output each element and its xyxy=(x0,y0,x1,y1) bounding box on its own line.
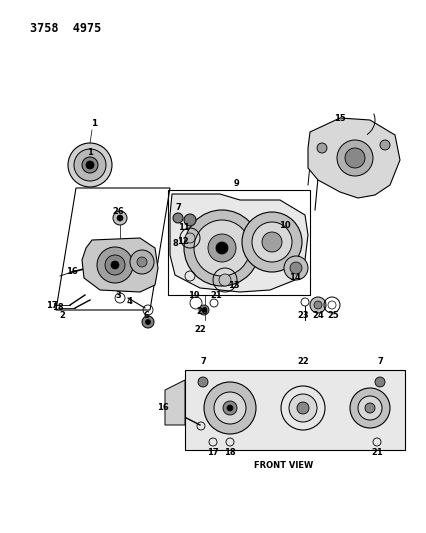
Circle shape xyxy=(86,161,94,169)
Circle shape xyxy=(113,211,127,225)
Text: 14: 14 xyxy=(288,273,300,282)
Text: 22: 22 xyxy=(194,326,205,335)
Circle shape xyxy=(198,377,207,387)
Text: 21: 21 xyxy=(210,292,222,301)
Circle shape xyxy=(184,233,195,243)
Text: 20: 20 xyxy=(196,308,207,317)
Circle shape xyxy=(296,402,308,414)
Circle shape xyxy=(379,140,389,150)
Circle shape xyxy=(130,250,154,274)
Text: 25: 25 xyxy=(326,311,338,320)
Circle shape xyxy=(262,232,281,252)
Polygon shape xyxy=(170,194,307,292)
Polygon shape xyxy=(307,118,399,198)
Circle shape xyxy=(251,222,291,262)
Text: 7: 7 xyxy=(175,203,181,212)
Circle shape xyxy=(193,220,249,276)
Text: 7: 7 xyxy=(200,358,205,367)
Circle shape xyxy=(111,261,119,269)
Circle shape xyxy=(199,305,208,315)
Circle shape xyxy=(349,388,389,428)
Circle shape xyxy=(105,255,125,275)
Polygon shape xyxy=(184,370,404,450)
Text: 17: 17 xyxy=(207,448,218,457)
Circle shape xyxy=(313,301,321,309)
Text: 15: 15 xyxy=(333,114,345,123)
Text: 3: 3 xyxy=(115,290,121,300)
Circle shape xyxy=(219,274,230,286)
Circle shape xyxy=(145,319,150,325)
Text: 18: 18 xyxy=(52,303,63,312)
Polygon shape xyxy=(82,238,158,292)
Text: 21: 21 xyxy=(370,448,382,457)
Circle shape xyxy=(309,297,325,313)
Circle shape xyxy=(184,210,259,286)
Circle shape xyxy=(82,157,98,173)
Text: 26: 26 xyxy=(112,207,124,216)
Circle shape xyxy=(316,143,326,153)
Circle shape xyxy=(142,316,154,328)
Text: 24: 24 xyxy=(311,311,323,320)
Circle shape xyxy=(216,242,227,254)
Text: 11: 11 xyxy=(178,223,190,232)
Circle shape xyxy=(137,257,147,267)
Text: 18: 18 xyxy=(224,448,235,457)
Circle shape xyxy=(201,308,205,312)
Text: 16: 16 xyxy=(157,403,168,413)
Text: 12: 12 xyxy=(177,238,188,246)
Circle shape xyxy=(222,401,236,415)
Circle shape xyxy=(227,405,233,411)
Text: FRONT VIEW: FRONT VIEW xyxy=(254,462,313,471)
Circle shape xyxy=(374,377,384,387)
Text: 9: 9 xyxy=(233,179,239,188)
Circle shape xyxy=(288,394,316,422)
Text: 1: 1 xyxy=(87,148,93,157)
Circle shape xyxy=(173,213,183,223)
Text: 2: 2 xyxy=(59,311,65,319)
Circle shape xyxy=(289,262,301,274)
Text: 19: 19 xyxy=(188,292,199,301)
Text: 17: 17 xyxy=(46,301,58,310)
Text: 8: 8 xyxy=(172,239,178,248)
Circle shape xyxy=(283,256,307,280)
Text: 6: 6 xyxy=(143,311,149,320)
Text: 13: 13 xyxy=(227,280,239,289)
Circle shape xyxy=(213,392,245,424)
Polygon shape xyxy=(164,380,184,425)
Text: 23: 23 xyxy=(296,311,308,319)
Text: 22: 22 xyxy=(296,358,308,367)
Text: 7: 7 xyxy=(376,358,382,367)
Circle shape xyxy=(207,234,236,262)
Circle shape xyxy=(364,403,374,413)
Circle shape xyxy=(117,215,123,221)
Text: 4: 4 xyxy=(127,297,132,306)
Circle shape xyxy=(74,149,106,181)
Circle shape xyxy=(242,212,301,272)
Circle shape xyxy=(68,143,112,187)
Circle shape xyxy=(336,140,372,176)
Circle shape xyxy=(97,247,132,283)
Circle shape xyxy=(357,396,381,420)
Text: 16: 16 xyxy=(66,268,78,277)
Text: 10: 10 xyxy=(279,221,290,230)
Text: 1: 1 xyxy=(91,118,97,127)
Circle shape xyxy=(184,214,196,226)
Circle shape xyxy=(344,148,364,168)
Text: 3758  4975: 3758 4975 xyxy=(30,22,101,35)
Circle shape xyxy=(204,382,256,434)
